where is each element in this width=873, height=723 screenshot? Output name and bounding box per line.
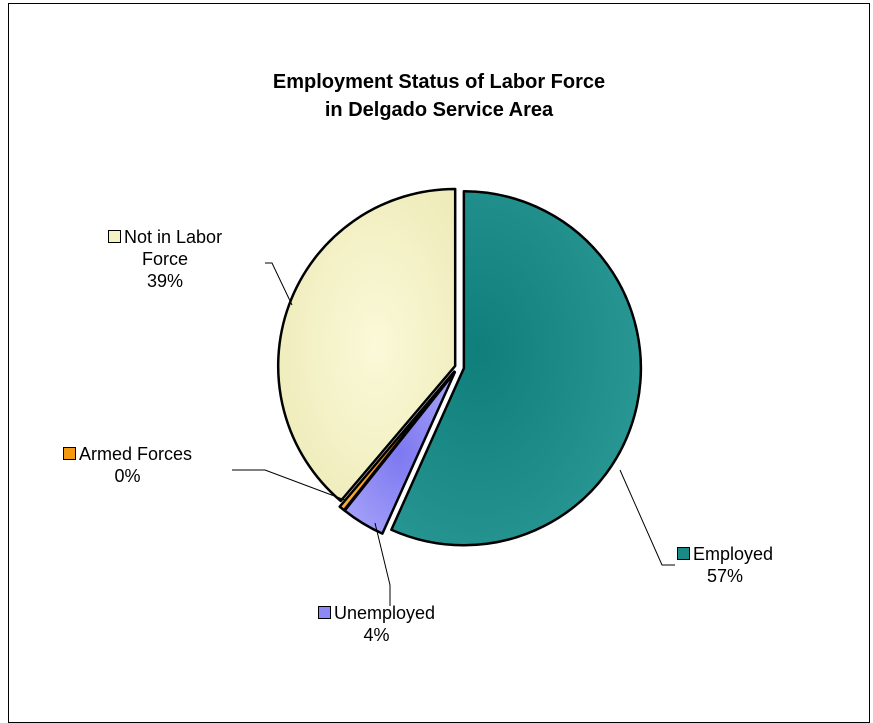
- leader-armed: [232, 469, 346, 501]
- swatch-not-in-labor-force: [108, 230, 121, 243]
- label-armed-pct: 0%: [114, 466, 141, 486]
- chart-title-line-1: Employment Status of Labor Force: [272, 71, 606, 93]
- label-armed-name: Armed Forces: [79, 444, 193, 464]
- swatch-employed: [677, 547, 690, 560]
- label-unemployed-name: Unemployed: [334, 603, 436, 623]
- label-notlabor-pct: 39%: [147, 271, 184, 291]
- label-notlabor-line-2: Force: [142, 249, 189, 269]
- slice-label-unemployed: Unemployed 4%: [318, 602, 435, 646]
- pie-slice-armed-forces: [338, 370, 456, 512]
- leader-lines: [232, 262, 675, 606]
- label-employed-name: Employed: [693, 544, 774, 564]
- chart-title-line-2: in Delgado Service Area: [324, 99, 554, 121]
- chart-title: Employment Status of Labor Force in Delg…: [9, 68, 869, 124]
- pie-slice-not-in-labor-force: [276, 187, 457, 503]
- slice-label-employed: Employed 57%: [677, 543, 773, 587]
- leader-unemployed: [374, 522, 391, 606]
- swatch-unemployed: [318, 606, 331, 619]
- label-notlabor-line-1: Not in Labor: [124, 227, 223, 247]
- pie-slice-employed: [390, 190, 643, 547]
- label-employed-pct: 57%: [707, 566, 744, 586]
- leader-notlabor: [265, 262, 293, 306]
- slice-label-not-in-labor-force: Not in Labor Force 39%: [108, 226, 222, 292]
- leader-employed: [619, 469, 675, 566]
- pie-slices: [276, 187, 643, 547]
- swatch-armed-forces: [63, 447, 76, 460]
- slice-label-armed-forces: Armed Forces 0%: [63, 443, 192, 487]
- label-unemployed-pct: 4%: [363, 625, 390, 645]
